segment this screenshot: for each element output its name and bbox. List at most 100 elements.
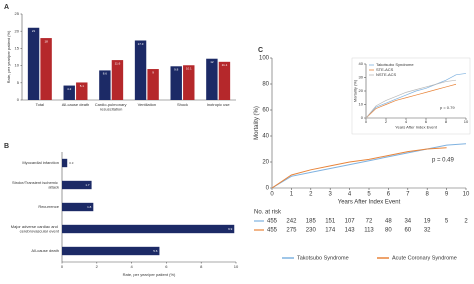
x-tick-label: 7 — [406, 192, 410, 198]
x-tick-label: 9 — [445, 192, 449, 198]
risk-count: 455 — [267, 228, 278, 234]
legend-label: Acute Coronary Syndrome — [392, 255, 457, 261]
risk-count: 230 — [306, 228, 317, 234]
y-tick-label: 20 — [359, 88, 364, 93]
series-line — [271, 147, 447, 189]
x-tick-label: 2 — [96, 264, 99, 269]
y-tick-label: 40 — [262, 134, 269, 140]
y-tick-label: 100 — [259, 56, 270, 62]
series-line — [365, 83, 457, 119]
y-tick-label: 30 — [359, 75, 364, 80]
bar-value-label: 9.8 — [174, 68, 179, 72]
bar — [62, 158, 68, 168]
risk-count: 275 — [286, 228, 297, 234]
y-tick-label: 80 — [262, 82, 269, 88]
bar — [27, 27, 40, 100]
x-axis-label: Rate, per year/per patient (%) — [123, 272, 176, 277]
risk-count: 5 — [445, 219, 449, 225]
risk-count: 107 — [345, 219, 356, 225]
legend-label: NSTE-ACS — [376, 72, 397, 77]
risk-count: 80 — [385, 228, 392, 234]
y-tick-label: 15 — [15, 45, 20, 50]
bar-value-label: 0.3 — [69, 161, 74, 165]
bar — [40, 38, 52, 100]
x-tick-label: 0 — [270, 192, 274, 198]
bar-value-label: 5.6 — [153, 249, 158, 253]
x-tick-label: Cardio-pulmonary resuscitation — [95, 102, 128, 112]
bar — [62, 224, 235, 234]
bar — [206, 58, 218, 100]
legend-label: Takotsubo Syndrome — [376, 62, 414, 67]
y-tick-label: 10 — [15, 63, 20, 68]
x-tick-label: Shock — [177, 102, 188, 107]
risk-count: 113 — [364, 228, 374, 234]
bar-value-label: 18 — [44, 39, 48, 43]
bar — [63, 85, 75, 100]
bar-value-label: 17.3 — [138, 42, 144, 46]
x-tick-label: 8 — [200, 264, 203, 269]
x-tick-label: 10 — [234, 264, 239, 269]
x-tick-label: 10 — [463, 192, 470, 198]
risk-count: 143 — [345, 228, 356, 234]
risk-table-title: No. at risk — [254, 210, 282, 216]
risk-count: 19 — [424, 219, 431, 225]
bar-value-label: 1.7 — [85, 183, 90, 187]
bar — [62, 202, 94, 212]
x-tick-label: 6 — [425, 119, 428, 124]
x-tick-label: 1 — [290, 192, 294, 198]
bar — [134, 40, 147, 100]
x-tick-label: 4 — [405, 119, 408, 124]
y-tick-label: 0 — [266, 186, 270, 192]
x-axis-label: Years After Index Event — [338, 199, 401, 205]
panel-label: C — [258, 47, 263, 54]
x-tick-label: 2 — [385, 119, 388, 124]
risk-count: 242 — [286, 219, 297, 225]
x-tick-label: 8 — [445, 119, 448, 124]
legend-label: STE-ACS — [376, 67, 394, 72]
bar — [218, 61, 231, 100]
y-tick-label: 60 — [262, 108, 269, 114]
risk-count: 34 — [404, 219, 411, 225]
bar — [62, 246, 160, 256]
bar — [147, 69, 159, 100]
bar-value-label: 4.2 — [67, 87, 72, 91]
y-tick-label: 0 — [17, 97, 20, 102]
y-axis-label: Mortality (%) — [254, 106, 260, 140]
risk-count: 185 — [306, 219, 317, 225]
x-tick-label: Ventilation — [138, 102, 156, 107]
bar-value-label: 11.1 — [222, 63, 228, 67]
bar — [111, 60, 124, 100]
x-tick-label: All-cause death — [62, 102, 90, 107]
y-axis-label: Mortality (%) — [353, 79, 358, 102]
y-tick-label: 20 — [15, 28, 20, 33]
x-tick-label: 0 — [365, 119, 368, 124]
p-value: p = 0.79 — [440, 105, 455, 110]
y-tick-label: 10 — [359, 102, 364, 107]
series-line — [365, 79, 457, 119]
x-tick-label: 10 — [464, 119, 469, 124]
inset-background — [351, 57, 471, 135]
panel-label: B — [4, 143, 9, 150]
bar-value-label: 5.1 — [80, 84, 85, 88]
x-tick-label: 4 — [348, 192, 352, 198]
y-tick-label: 25 — [15, 11, 20, 16]
bar — [99, 70, 111, 100]
y-tick-label: 40 — [359, 61, 364, 66]
bar-value-label: 9 — [152, 70, 154, 74]
bar-value-label: 1.8 — [87, 205, 92, 209]
y-tick-label: Stroke/Transient ischemic attack — [12, 180, 59, 190]
y-tick-label: 5 — [17, 80, 20, 85]
y-tick-label: Recurrence — [38, 204, 59, 209]
x-tick-label: Inotropic use — [207, 102, 231, 107]
bar — [62, 180, 92, 190]
y-tick-label: Major adverse cardiac and cerebrovascula… — [11, 224, 60, 234]
x-axis-label: Years After Index Event — [395, 124, 438, 129]
y-tick-label: 0 — [361, 115, 364, 120]
bar-value-label: 10.1 — [186, 67, 192, 71]
x-tick-label: 5 — [367, 192, 371, 198]
x-tick-label: 8 — [426, 192, 430, 198]
bar — [183, 65, 195, 100]
x-tick-label: 0 — [61, 264, 64, 269]
panel-label: A — [4, 4, 9, 11]
